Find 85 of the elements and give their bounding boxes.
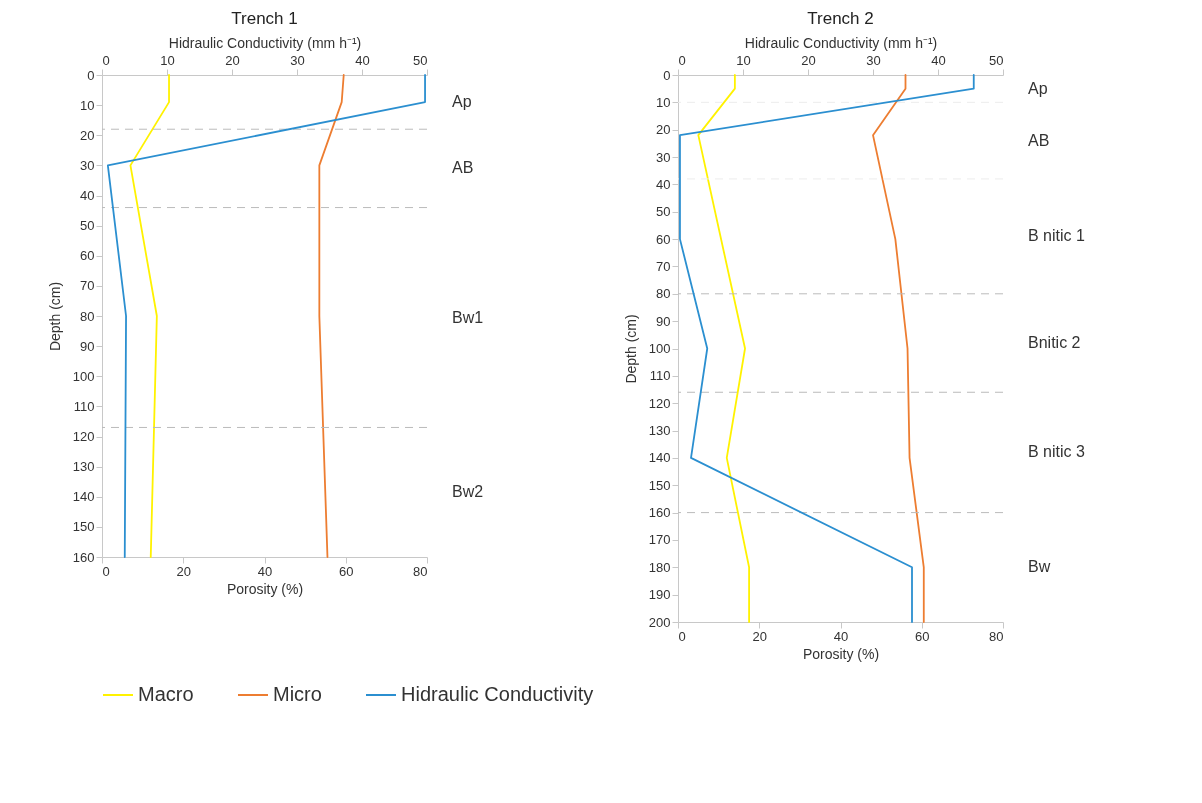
x2-tick-label: 10 bbox=[736, 52, 751, 68]
x-tick-label: 40 bbox=[833, 628, 849, 644]
y-tick-label: 130 bbox=[72, 459, 95, 475]
y-tick-label: 50 bbox=[80, 218, 95, 234]
y-tick-label: 60 bbox=[656, 231, 671, 247]
y-axis-title: Depth (cm) bbox=[46, 281, 63, 352]
legend-label: Micro bbox=[273, 683, 322, 705]
x-tick-label: 80 bbox=[989, 628, 1004, 644]
line-series bbox=[129, 74, 170, 558]
y-tick-label: 120 bbox=[648, 395, 671, 411]
y-tick-label: 20 bbox=[656, 122, 671, 138]
y-tick-label: 160 bbox=[72, 549, 95, 565]
x2-tick-label: 20 bbox=[225, 52, 240, 68]
text: Bw bbox=[1028, 558, 1051, 576]
chart-title: Trench 2 bbox=[807, 9, 874, 28]
x-tick-label: 60 bbox=[339, 563, 354, 579]
x-axis-title: Porosity (%) bbox=[226, 580, 304, 597]
x2-tick-label: 30 bbox=[866, 52, 881, 68]
x2-tick-label: 20 bbox=[801, 52, 816, 68]
y-tick-label: 40 bbox=[80, 188, 95, 203]
legend-label: Hidraulic Conductivity bbox=[401, 683, 594, 705]
x2-axis-title: Hidraulic Conductivity (mm h⁻¹) bbox=[168, 34, 362, 51]
y-tick-label: 110 bbox=[73, 398, 95, 414]
y-tick-label: 190 bbox=[648, 587, 671, 603]
text: Bw2 bbox=[452, 483, 484, 501]
x-tick-label: 80 bbox=[413, 563, 428, 579]
y-tick-label: 130 bbox=[648, 423, 671, 439]
y-axis-title: Depth (cm) bbox=[622, 314, 639, 384]
x2-tick-label: 40 bbox=[355, 52, 370, 68]
chart-title: Trench 1 bbox=[231, 9, 298, 28]
y-tick-label: 60 bbox=[80, 248, 95, 264]
text: AB bbox=[452, 159, 474, 177]
x2-tick-label: 50 bbox=[989, 52, 1004, 68]
text: Ap bbox=[452, 93, 472, 111]
y-tick-label: 160 bbox=[648, 505, 671, 521]
y-tick-label: 70 bbox=[656, 258, 671, 274]
y-tick-label: 140 bbox=[72, 489, 95, 505]
x2-tick-label: 50 bbox=[413, 52, 428, 68]
legend-label: Macro bbox=[138, 683, 194, 705]
text: B nitic 3 bbox=[1028, 443, 1086, 461]
y-tick-label: 80 bbox=[656, 286, 671, 302]
x2-tick-label: 0 bbox=[102, 52, 110, 68]
text: AB bbox=[1028, 131, 1050, 149]
y-tick-label: 120 bbox=[72, 429, 95, 444]
y-tick-label: 90 bbox=[80, 338, 95, 354]
y-tick-label: 80 bbox=[80, 308, 95, 324]
y-tick-label: 70 bbox=[80, 278, 95, 294]
x2-tick-label: 30 bbox=[290, 52, 305, 68]
y-tick-label: 10 bbox=[656, 94, 671, 110]
y-tick-label: 0 bbox=[663, 67, 671, 83]
y-tick-label: 40 bbox=[656, 176, 671, 192]
text: Bnitic 2 bbox=[1028, 334, 1081, 352]
x2-tick-label: 0 bbox=[678, 52, 686, 68]
x-tick-label: 0 bbox=[102, 563, 110, 579]
x-tick-label: 0 bbox=[678, 628, 686, 644]
text: B nitic 1 bbox=[1028, 227, 1086, 245]
x-tick-label: 40 bbox=[257, 563, 273, 579]
y-tick-label: 100 bbox=[648, 341, 671, 356]
y-tick-label: 20 bbox=[80, 127, 95, 143]
line-series bbox=[697, 74, 750, 623]
x-axis-title: Porosity (%) bbox=[802, 645, 880, 662]
text: Bw1 bbox=[452, 308, 484, 326]
y-tick-label: 30 bbox=[80, 157, 95, 173]
x-tick-label: 20 bbox=[752, 628, 767, 644]
y-tick-label: 0 bbox=[87, 67, 95, 83]
y-tick-label: 140 bbox=[648, 450, 671, 466]
y-tick-label: 200 bbox=[648, 614, 671, 630]
y-tick-label: 90 bbox=[656, 313, 671, 329]
y-tick-label: 50 bbox=[656, 204, 671, 220]
line-series bbox=[318, 74, 345, 558]
x2-tick-label: 40 bbox=[931, 52, 946, 68]
x-tick-label: 20 bbox=[176, 563, 191, 579]
y-tick-label: 150 bbox=[72, 519, 95, 535]
y-tick-label: 10 bbox=[80, 97, 95, 113]
x2-axis-title: Hidraulic Conductivity (mm h⁻¹) bbox=[744, 34, 938, 51]
y-tick-label: 180 bbox=[648, 559, 671, 575]
y-tick-label: 30 bbox=[656, 149, 671, 165]
text: Ap bbox=[1028, 79, 1048, 97]
y-tick-label: 110 bbox=[649, 368, 671, 384]
y-tick-label: 150 bbox=[648, 477, 671, 493]
x-tick-label: 60 bbox=[915, 628, 930, 644]
x2-tick-label: 10 bbox=[160, 52, 175, 68]
line-series bbox=[872, 74, 925, 623]
y-tick-label: 170 bbox=[648, 532, 671, 548]
y-tick-label: 100 bbox=[72, 368, 95, 384]
